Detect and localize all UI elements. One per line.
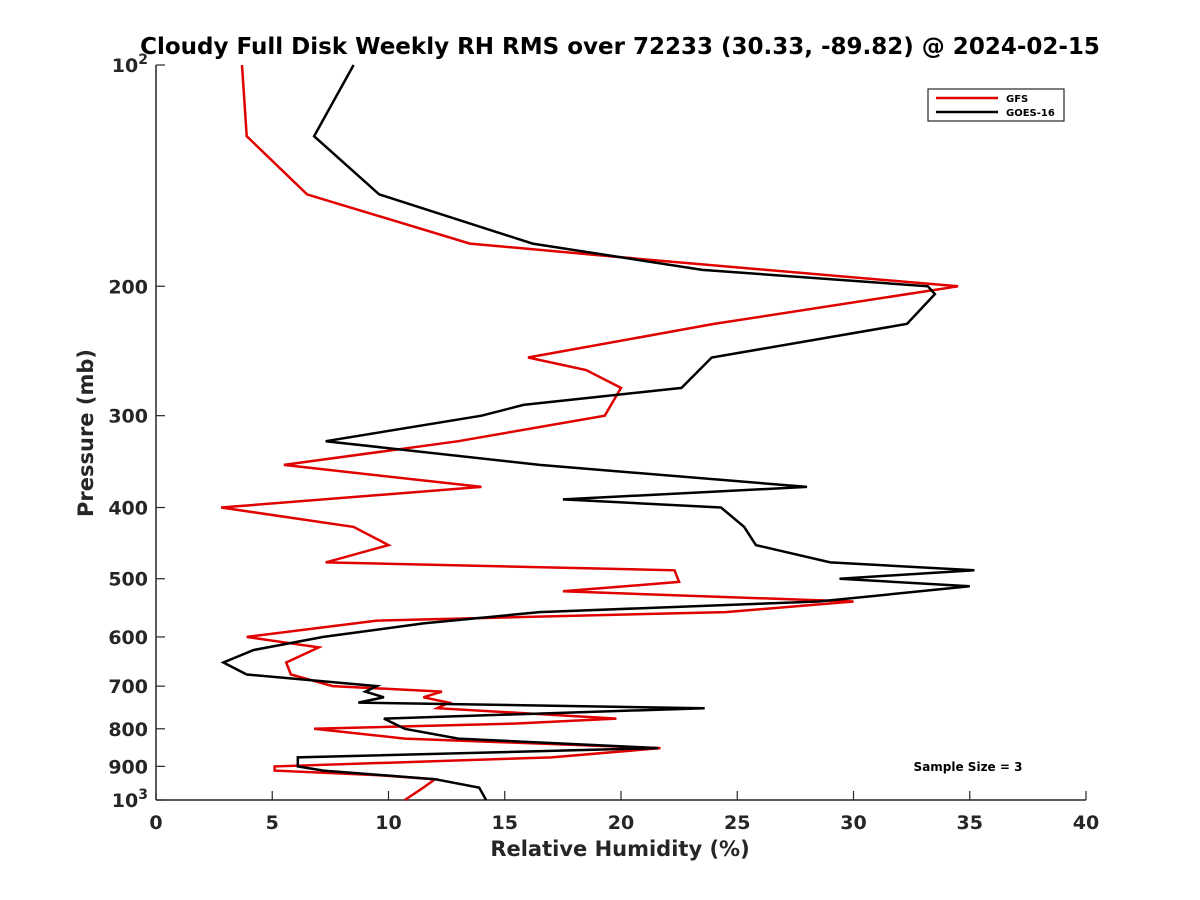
legend-box (927, 88, 1065, 122)
legend: GFS GOES-16 (927, 88, 1065, 122)
y-tick-label: 800 (108, 719, 148, 741)
x-tick-label: 10 (375, 812, 401, 834)
x-tick-label: 30 (840, 812, 866, 834)
x-tick-label: 5 (266, 812, 279, 834)
y-tick-label: 103 (112, 787, 148, 812)
y-axis-label: Pressure (mb) (74, 349, 98, 517)
x-axis-label: Relative Humidity (%) (490, 837, 749, 861)
y-tick-label: 500 (108, 569, 148, 591)
y-tick-label: 102 (112, 52, 148, 77)
x-tick-label: 20 (608, 812, 634, 834)
y-tick-label: 700 (108, 676, 148, 698)
y-tick-label: 300 (108, 406, 148, 428)
legend-label: GFS (1006, 94, 1028, 105)
x-tick-label: 0 (149, 812, 162, 834)
chart-title: Cloudy Full Disk Weekly RH RMS over 7223… (140, 34, 1100, 60)
sample-size-annotation: Sample Size = 3 (914, 760, 1023, 774)
y-tick-label: 200 (108, 276, 148, 298)
series-line-goes-16 (220, 64, 975, 801)
legend-label: GOES-16 (1006, 108, 1055, 119)
x-tick-label: 35 (957, 812, 983, 834)
x-tick-label: 40 (1073, 812, 1099, 834)
y-tick-label: 900 (108, 756, 148, 778)
y-tick-label: 600 (108, 627, 148, 649)
x-tick-label: 15 (492, 812, 518, 834)
y-tick-label: 400 (108, 498, 148, 520)
x-tick-label: 25 (724, 812, 750, 834)
plot-area: 0 5 10 15 20 25 30 35 40 102 200 300 400 500 600 700 800… (108, 52, 1099, 834)
